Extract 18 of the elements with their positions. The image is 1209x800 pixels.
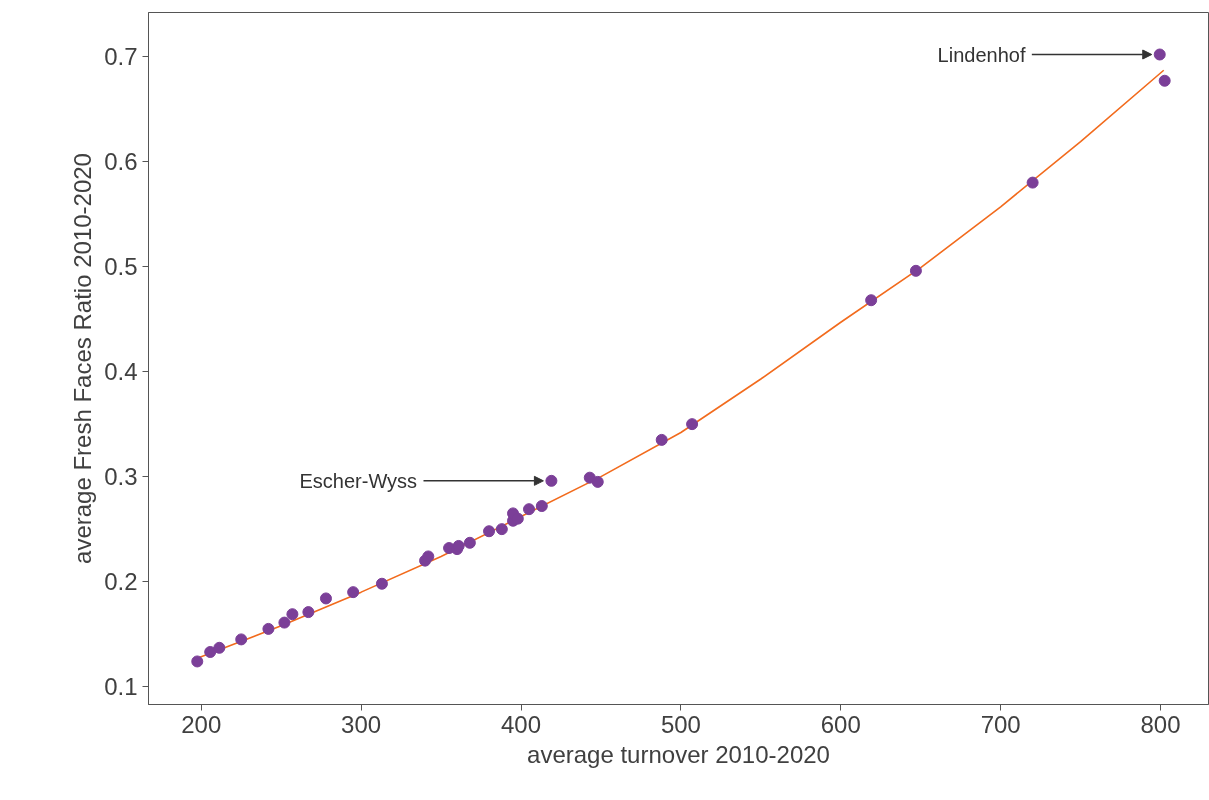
annotation: Lindenhof xyxy=(937,43,1026,66)
x-tick-label: 700 xyxy=(980,710,1021,738)
x-tick-label: 200 xyxy=(181,710,222,738)
y-tick-label: 0.7 xyxy=(104,43,138,71)
x-tick-label: 600 xyxy=(820,710,861,738)
x-axis-title: average turnover 2010-2020 xyxy=(527,740,830,768)
x-tick-label: 800 xyxy=(1140,710,1181,738)
y-tick-label: 0.2 xyxy=(104,568,138,596)
x-tick-label: 400 xyxy=(501,710,542,738)
x-tick-label: 300 xyxy=(341,710,382,738)
y-tick-label: 0.1 xyxy=(104,673,138,701)
y-tick-label: 0.5 xyxy=(104,253,138,281)
y-tick-label: 0.6 xyxy=(104,148,138,176)
annotation: Escher-Wyss xyxy=(299,469,418,492)
y-tick-label: 0.3 xyxy=(104,463,138,491)
x-tick-label: 500 xyxy=(660,710,701,738)
y-axis-title: average Fresh Faces Ratio 2010-2020 xyxy=(69,153,97,564)
y-tick-label: 0.4 xyxy=(104,358,138,386)
